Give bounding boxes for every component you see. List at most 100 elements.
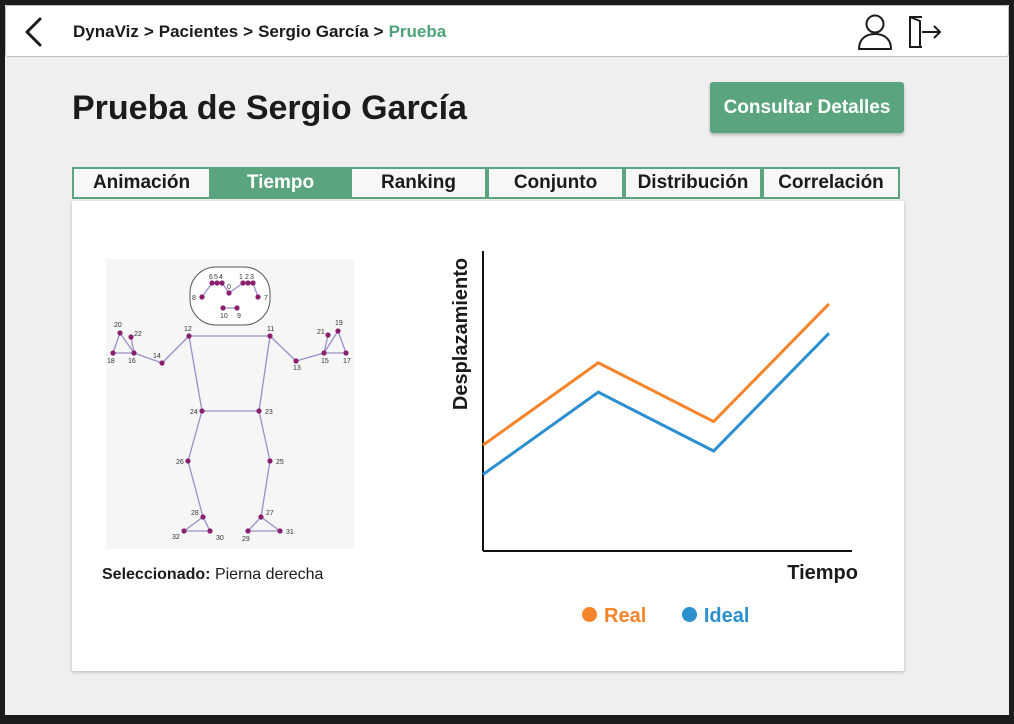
skeleton-joint-label: 25 (276, 459, 284, 466)
breadcrumb: DynaViz > Pacientes > Sergio García > Prueba (73, 22, 446, 42)
skeleton-joint-label: 17 (343, 358, 351, 365)
skeleton-joint-7[interactable] (255, 294, 261, 300)
skeleton-joint-9[interactable] (234, 305, 240, 311)
skeleton-joint-13[interactable] (293, 358, 299, 364)
skeleton-joint-17[interactable] (343, 350, 349, 356)
skeleton-joint-label: 16 (128, 358, 136, 365)
skeleton-joint-label: 18 (107, 358, 115, 365)
skeleton-joint-1[interactable] (240, 280, 246, 286)
legend-item-ideal: Ideal (681, 605, 749, 628)
chart-legend: Real Ideal (582, 605, 779, 628)
skeleton-joint-23[interactable] (256, 408, 262, 414)
skeleton-joint-11[interactable] (267, 333, 273, 339)
skeleton-bone (260, 460, 271, 518)
tab-conjunto[interactable]: Conjunto (487, 167, 624, 199)
user-icon[interactable] (856, 13, 894, 51)
skeleton-joint-label: 11 (267, 326, 274, 333)
skeleton-joint-4[interactable] (219, 280, 225, 286)
page-title: Prueba de Sergio García (72, 89, 467, 127)
skeleton-joint-label: 1 (239, 274, 243, 281)
content-panel: 0 1 2 3 4 5 6 7 8 9 10 11 12 13 14 15 16 17 18 19 20 21 22 23 24… (72, 201, 904, 671)
breadcrumb-item-app[interactable]: DynaViz (73, 22, 139, 41)
skeleton-bone (119, 332, 135, 354)
skeleton-joint-6[interactable] (209, 280, 215, 286)
skeleton-bone (112, 332, 121, 354)
app-window: DynaViz > Pacientes > Sergio García > Prueba P… (5, 5, 1009, 715)
skeleton-bone (201, 282, 213, 298)
skeleton-joint-label: 9 (237, 313, 241, 320)
skeleton-bone (228, 282, 244, 294)
skeleton-joint-label: 31 (286, 529, 294, 536)
skeleton-joint-5[interactable] (214, 280, 220, 286)
skeleton-joint-19[interactable] (335, 328, 341, 334)
skeleton-bone (161, 335, 190, 364)
breadcrumb-current: Prueba (388, 22, 447, 41)
skeleton-joint-0[interactable] (226, 290, 232, 296)
skeleton-bone (202, 516, 211, 532)
skeleton-joint-31[interactable] (277, 528, 283, 534)
legend-label-real: Real (604, 605, 647, 627)
skeleton-joint-18[interactable] (110, 350, 116, 356)
skeleton-joint-label: 27 (266, 510, 274, 517)
series-line-ideal (482, 332, 831, 476)
skeleton-joint-29[interactable] (245, 528, 251, 534)
skeleton-joint-label: 4 (219, 274, 223, 281)
skeleton-joint-label: 7 (264, 295, 268, 302)
breadcrumb-item-patients[interactable]: Pacientes (158, 22, 239, 41)
skeleton-bone (188, 335, 203, 412)
skeleton-joint-label: 3 (250, 274, 254, 281)
skeleton-joint-24[interactable] (199, 408, 205, 414)
skeleton-joint-2[interactable] (245, 280, 251, 286)
skeleton-bone (323, 330, 339, 354)
skeleton-joint-26[interactable] (185, 458, 191, 464)
skeleton-joint-15[interactable] (321, 350, 327, 356)
skeleton-joint-30[interactable] (207, 528, 213, 534)
tab-ranking[interactable]: Ranking (350, 167, 487, 199)
skeleton-bone (295, 352, 325, 362)
series-line-real (482, 302, 831, 447)
top-bar: DynaViz > Pacientes > Sergio García > Prueba (5, 5, 1009, 57)
skeleton-bone (337, 330, 347, 354)
skeleton-joint-20[interactable] (117, 330, 123, 336)
breadcrumb-item-patient[interactable]: Sergio García (258, 22, 369, 41)
legend-item-real: Real (582, 605, 646, 628)
skeleton-joint-32[interactable] (181, 528, 187, 534)
skeleton-joint-label: 6 (209, 274, 213, 281)
skeleton-bone (187, 410, 203, 462)
skeleton-joint-label: 30 (216, 535, 224, 542)
skeleton-joint-3[interactable] (250, 280, 256, 286)
selection-label: Seleccionado: (102, 566, 211, 583)
skeleton-joint-label: 15 (321, 358, 329, 365)
skeleton-joint-label: 0 (227, 284, 231, 291)
skeleton-joint-label: 10 (220, 313, 228, 320)
skeleton-joint-label: 29 (242, 536, 250, 543)
logout-icon[interactable] (906, 13, 946, 51)
skeleton-joint-8[interactable] (199, 294, 205, 300)
skeleton-joint-27[interactable] (258, 514, 264, 520)
y-axis-label: Desplazamiento (450, 258, 472, 410)
skeleton-joint-14[interactable] (159, 360, 165, 366)
skeleton-bone (133, 352, 163, 364)
skeleton-joint-10[interactable] (220, 305, 226, 311)
legend-dot-real (582, 607, 597, 623)
tab-correlacion[interactable]: Correlación (762, 167, 900, 199)
breadcrumb-separator: > (243, 22, 254, 41)
tab-animacion[interactable]: Animación (72, 167, 211, 199)
skeleton-joint-label: 21 (317, 329, 325, 336)
skeleton-joint-25[interactable] (267, 458, 273, 464)
legend-dot-ideal (681, 607, 697, 623)
consult-details-button[interactable]: Consultar Detalles (710, 82, 904, 133)
skeleton-joint-label: 23 (265, 409, 273, 416)
skeleton-joint-22[interactable] (128, 334, 134, 340)
chevron-left-icon[interactable] (20, 16, 48, 48)
skeleton-joint-21[interactable] (325, 332, 331, 338)
skeleton-bone (269, 335, 297, 362)
tab-distribucion[interactable]: Distribución (624, 167, 762, 199)
skeleton-joint-12[interactable] (186, 333, 192, 339)
skeleton-joint-16[interactable] (131, 350, 137, 356)
tab-tiempo[interactable]: Tiempo (211, 167, 350, 199)
x-axis-label: Tiempo (787, 562, 858, 584)
skeleton-bone (247, 516, 262, 532)
skeleton-joint-28[interactable] (200, 514, 206, 520)
